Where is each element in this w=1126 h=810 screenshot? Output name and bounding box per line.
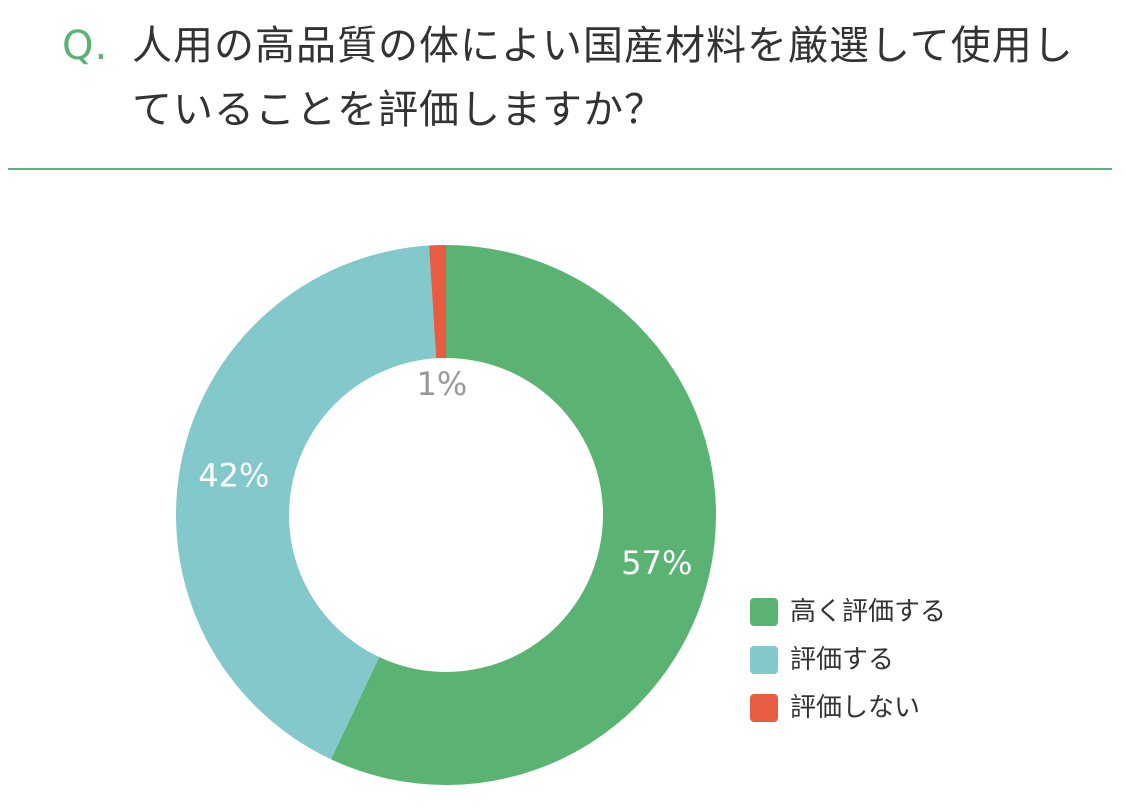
legend-item-mid: 評価する — [750, 636, 946, 684]
legend-swatch-low — [750, 694, 778, 722]
slice-mid — [176, 245, 437, 760]
data-label-low: 1% — [416, 365, 467, 403]
data-label-high: 57% — [621, 544, 692, 582]
legend: 高く評価する 評価する 評価しない — [750, 588, 946, 732]
divider — [8, 168, 1112, 170]
legend-swatch-high — [750, 598, 778, 626]
legend-item-high: 高く評価する — [750, 588, 946, 636]
data-label-mid: 42% — [198, 457, 269, 495]
legend-label-high: 高く評価する — [790, 597, 947, 627]
question-prefix: Q. — [62, 23, 109, 69]
legend-swatch-mid — [750, 646, 778, 674]
legend-label-mid: 評価する — [790, 645, 895, 675]
slice-low — [429, 245, 446, 359]
legend-item-low: 評価しない — [750, 684, 946, 732]
question-text: 人用の高品質の体によい国産材料を厳選して使用していることを評価しますか？ — [132, 23, 1074, 133]
legend-label-low: 評価しない — [790, 693, 921, 723]
slice-high — [331, 245, 716, 785]
